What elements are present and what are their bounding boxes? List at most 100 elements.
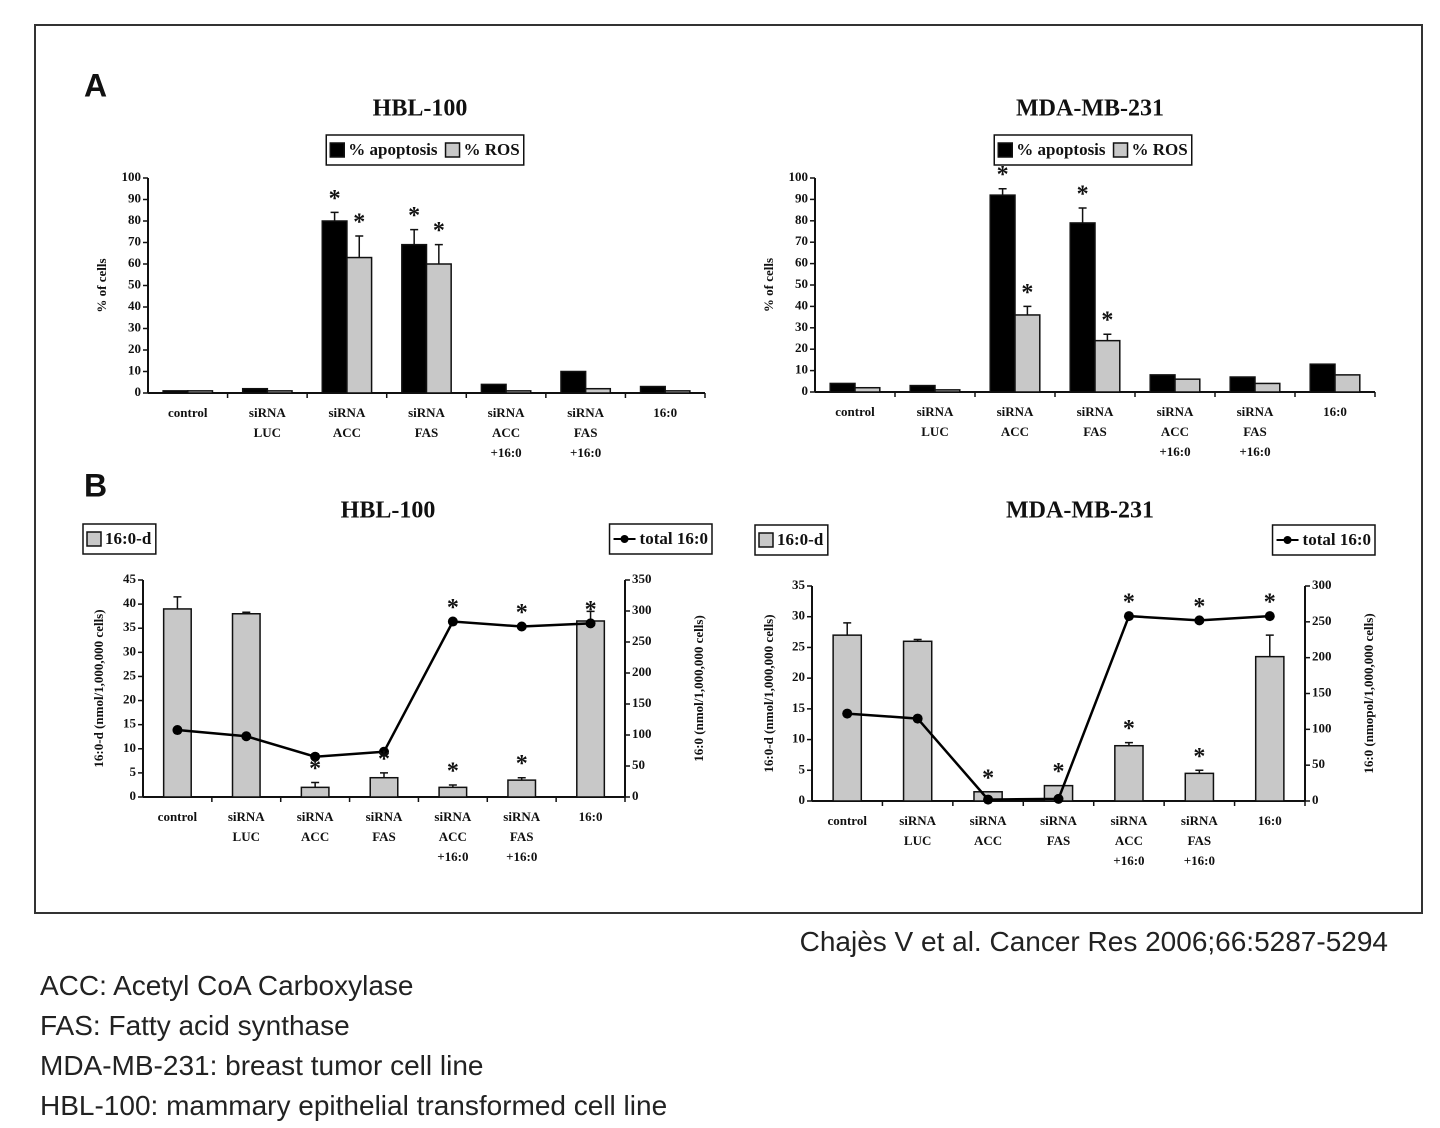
note: MDA-MB-231: breast tumor cell line: [40, 1050, 484, 1081]
line-point: [241, 731, 252, 742]
line-point: [447, 616, 458, 627]
x-tick-label: siRNA ACC +16:0: [1110, 813, 1148, 868]
significance-marker: *: [309, 756, 321, 782]
note: ACC: Acetyl CoA Carboxylase: [40, 970, 414, 1001]
y2-axis-label: 16:0 (nmol/1,000,000 cells): [691, 615, 706, 762]
y-tick-label: 20: [795, 340, 808, 355]
y2-tick-label: 100: [1312, 720, 1332, 735]
error-bar: [1023, 305, 1032, 315]
legend-frame: [993, 134, 1193, 166]
y2-tick-label: 0: [1312, 792, 1319, 807]
y-axis-label: % of cells: [94, 258, 109, 312]
legend-swatch: [444, 142, 461, 158]
significance-marker: *: [1101, 308, 1113, 334]
y-tick-label: 20: [128, 341, 141, 356]
y-tick-label: 0: [799, 792, 806, 807]
legend-frame: [325, 134, 525, 166]
significance-marker: *: [982, 765, 994, 791]
y-axis-label: 16:0-d (nmol/1,000,000 cells): [91, 609, 106, 767]
y-tick-label: 100: [789, 169, 809, 184]
error-bar: [311, 781, 320, 788]
legend-swatch: [1112, 142, 1129, 158]
x-tick-label: siRNA ACC: [969, 813, 1007, 848]
y2-tick-label: 50: [632, 757, 645, 772]
y-tick-label: 80: [795, 212, 808, 227]
y2-tick-label: 300: [632, 602, 652, 617]
error-bar: [913, 638, 922, 642]
y-tick-label: 30: [123, 643, 136, 658]
x-tick-label: siRNA FAS: [1076, 404, 1114, 439]
legend: total 16:0: [1271, 524, 1376, 556]
error-bar: [410, 228, 419, 245]
legend-frame: [1271, 524, 1376, 556]
significance-marker: *: [1193, 594, 1205, 620]
legend-label: total 16:0: [640, 529, 708, 548]
legend-frame: [608, 523, 713, 555]
bar: [1174, 378, 1201, 393]
significance-marker: *: [516, 600, 528, 626]
line-point: [983, 794, 994, 805]
y2-tick-label: 200: [632, 664, 652, 679]
y2-tick-label: 50: [1312, 756, 1325, 771]
error-bar: [380, 772, 388, 778]
bar: [1229, 376, 1256, 393]
error-bar: [434, 243, 443, 264]
y-tick-label: 90: [795, 190, 808, 205]
significance-marker: *: [585, 597, 597, 623]
legend-swatch: [329, 142, 345, 158]
significance-marker: *: [329, 186, 341, 212]
y-tick-label: 70: [128, 233, 141, 248]
bar: [1069, 222, 1096, 393]
y-tick-label: 10: [123, 740, 136, 755]
significance-marker: *: [997, 162, 1009, 188]
y-tick-label: 20: [792, 669, 805, 684]
y-tick-label: 80: [128, 212, 141, 227]
line-point: [912, 713, 923, 724]
bar: [300, 786, 330, 798]
bar: [425, 263, 452, 394]
y-tick-label: 50: [128, 276, 141, 291]
x-tick-label: siRNA ACC +16:0: [1156, 404, 1194, 459]
y-tick-label: 5: [130, 764, 137, 779]
error-bar: [355, 235, 364, 258]
x-tick-label: siRNA ACC: [996, 404, 1034, 439]
bar: [1254, 382, 1281, 393]
bar: [401, 243, 428, 394]
citation: Chajès V et al. Cancer Res 2006;66:5287-…: [799, 926, 1388, 957]
x-tick-label: siRNA FAS: [365, 809, 403, 844]
y-axis-label: % of cells: [761, 258, 776, 312]
y-tick-label: 25: [792, 638, 806, 653]
x-tick-label: siRNA LUC: [899, 813, 937, 848]
line-point: [1264, 611, 1275, 622]
bar: [266, 390, 293, 394]
legend-label: % apoptosis: [1016, 140, 1106, 159]
line-point: [516, 621, 527, 632]
legend-label: total 16:0: [1303, 530, 1371, 549]
x-tick-label: 16:0: [578, 809, 603, 824]
error-bar: [1124, 741, 1133, 746]
error-bar: [1078, 207, 1087, 223]
bar: [346, 256, 373, 394]
line-point: [379, 746, 389, 757]
legend-point: [1283, 536, 1292, 544]
significance-marker: *: [1077, 181, 1089, 207]
y-tick-label: 10: [795, 362, 808, 377]
panel-label: A: [84, 67, 107, 103]
legend-swatch: [758, 532, 774, 548]
y2-tick-label: 250: [632, 633, 652, 648]
bar: [187, 390, 214, 394]
error-bar: [330, 211, 339, 221]
x-tick-label: siRNA FAS: [1040, 813, 1077, 848]
y-tick-label: 100: [122, 169, 142, 184]
error-bar: [242, 611, 251, 614]
y2-tick-label: 150: [632, 695, 652, 710]
bar: [1014, 314, 1041, 393]
legend-frame: [82, 523, 157, 555]
y-tick-label: 30: [128, 319, 141, 334]
line-point: [310, 751, 321, 762]
bar: [854, 386, 881, 393]
bar: [576, 620, 606, 798]
y2-tick-label: 300: [1312, 577, 1332, 592]
y-tick-label: 0: [135, 384, 142, 399]
significance-marker: *: [1021, 280, 1033, 306]
